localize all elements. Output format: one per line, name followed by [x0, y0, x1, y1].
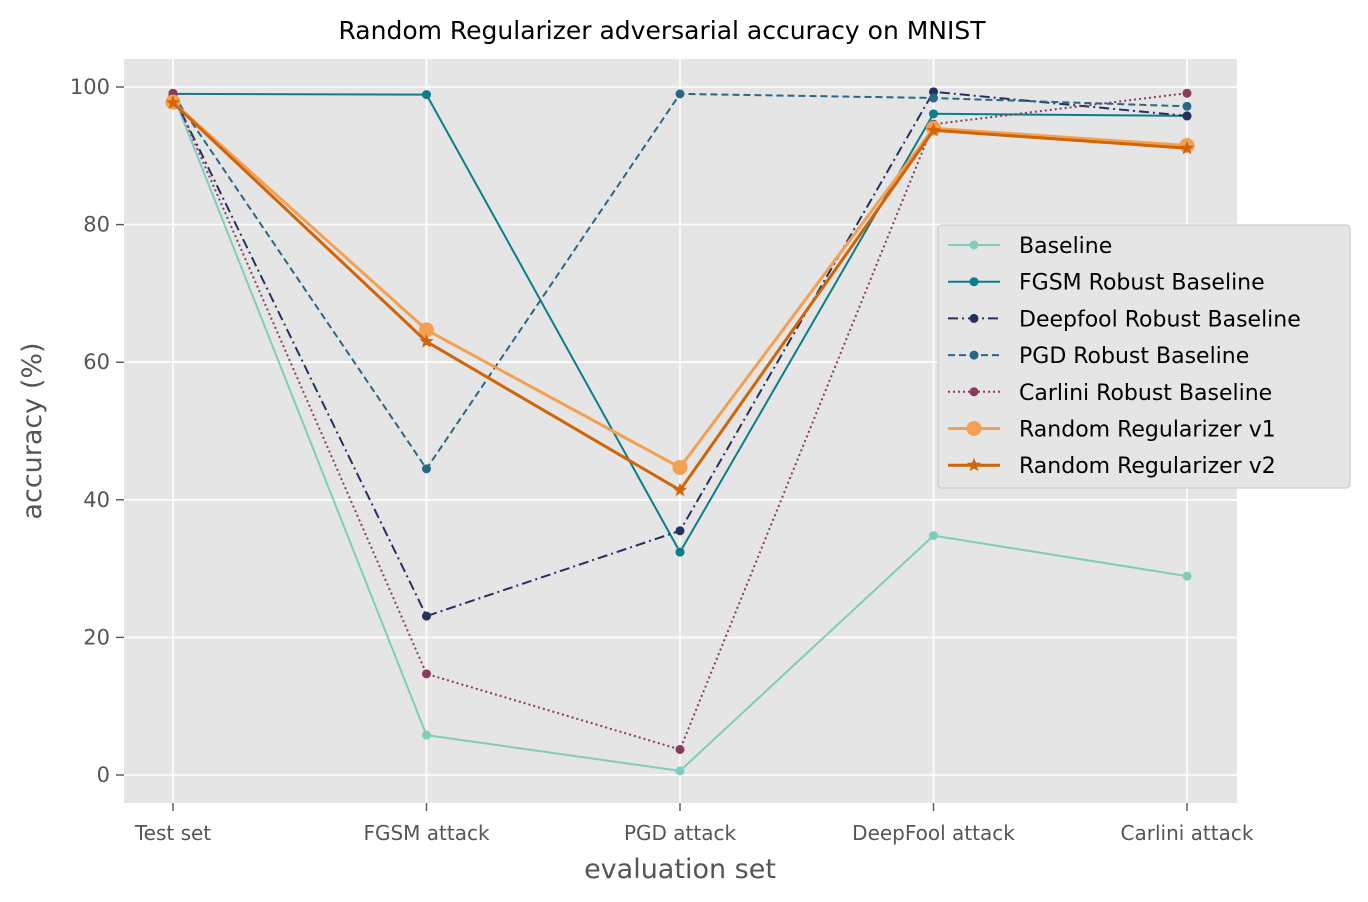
legend-marker: [969, 240, 979, 250]
data-point: [1179, 140, 1195, 155]
data-point: [1182, 88, 1192, 98]
x-axis-ticks: Test set FGSM attack PGD attack DeepFool at…: [134, 803, 1254, 845]
data-point: [929, 87, 938, 97]
data-point: [422, 669, 431, 679]
data-point: [422, 464, 431, 474]
x-tick-label: DeepFool attack: [852, 821, 1015, 845]
y-tick-label: 40: [83, 488, 110, 512]
legend-marker: [969, 350, 979, 360]
data-point: [675, 547, 685, 557]
data-point: [1182, 101, 1192, 111]
data-point: [929, 93, 938, 103]
legend-marker: [966, 421, 982, 436]
legend-marker: [969, 387, 979, 397]
legend-label: FGSM Robust Baseline: [1019, 271, 1265, 296]
data-point: [929, 531, 938, 541]
data-point: [675, 766, 685, 776]
x-axis-label: evaluation set: [584, 854, 776, 885]
legend-item: FGSM Robust Baseline: [948, 271, 1265, 296]
y-tick-label: 60: [83, 350, 110, 374]
data-point: [926, 122, 941, 137]
legend-item: Carlini Robust Baseline: [948, 381, 1272, 406]
legend-item: Deepfool Robust Baseline: [948, 307, 1301, 332]
y-tick-label: 100: [70, 75, 110, 99]
y-tick-label: 0: [97, 763, 110, 787]
y-tick-label: 20: [83, 625, 110, 649]
data-point: [675, 89, 685, 99]
legend-marker: [966, 457, 982, 472]
data-point: [672, 459, 688, 475]
legend-item: PGD Robust Baseline: [948, 344, 1249, 369]
series-group: [165, 87, 1195, 776]
series-6: [165, 95, 1195, 497]
series-3: [168, 89, 1192, 474]
legend-label: Carlini Robust Baseline: [1019, 381, 1272, 406]
data-point: [419, 334, 434, 348]
legend-label: Random Regularizer v1: [1019, 418, 1276, 443]
legend-marker: [969, 313, 979, 323]
data-point: [675, 526, 685, 536]
x-tick-label: Test set: [134, 821, 211, 845]
data-point: [675, 745, 685, 755]
y-tick-label: 80: [83, 213, 110, 237]
legend: Baseline FGSM Robust Baseline Deepfool Rob…: [937, 224, 1351, 489]
legend-label: Deepfool Robust Baseline: [1019, 307, 1301, 332]
legend-box: [937, 224, 1351, 489]
data-point: [1182, 571, 1192, 581]
legend-label: Random Regularizer v2: [1019, 454, 1276, 479]
chart-title: Random Regularizer adversarial accuracy …: [338, 16, 986, 45]
data-point: [929, 109, 938, 119]
legend-item: Random Regularizer v2: [948, 454, 1276, 479]
data-point: [672, 482, 688, 497]
legend-label: Baseline: [1019, 234, 1112, 259]
legend-label: PGD Robust Baseline: [1019, 344, 1249, 369]
y-axis-label: accuracy (%): [17, 342, 48, 519]
data-point: [1182, 111, 1192, 121]
legend-item: Baseline: [948, 234, 1112, 259]
data-point: [422, 730, 431, 740]
data-point: [165, 95, 181, 109]
data-point: [419, 322, 434, 338]
data-point: [422, 611, 431, 621]
x-tick-label: Carlini attack: [1121, 821, 1254, 845]
x-tick-label: PGD attack: [624, 821, 737, 845]
y-axis-ticks: 0 20 40 60 80 100: [70, 75, 124, 787]
data-point: [422, 90, 431, 100]
legend-marker: [969, 277, 979, 287]
legend-item: Random Regularizer v1: [948, 418, 1276, 443]
x-tick-label: FGSM attack: [363, 821, 490, 845]
